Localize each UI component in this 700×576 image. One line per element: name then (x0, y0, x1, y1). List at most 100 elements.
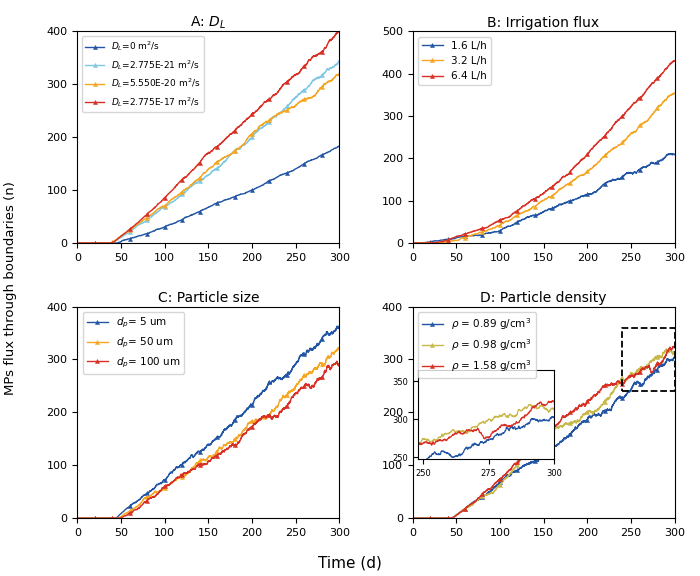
$D_L$=5.550E-20 m$^2$/s (330, 74, 338, 81)
$\rho$ = 0.98 g/cm$^3$ (454, 510, 462, 517)
$\rho$ = 0.98 g/cm$^3$ (671, 348, 679, 355)
6.4 L/h (438, 238, 447, 245)
$\rho$ = 0.89 g/cm$^3$ (671, 354, 679, 361)
$\rho$ = 1.58 g/cm$^3$ (520, 452, 528, 458)
$D_L$=2.775E-21 m$^2$/s (174, 194, 182, 201)
$D_L$=2.775E-21 m$^2$/s (185, 184, 193, 191)
6.4 L/h (671, 57, 679, 64)
$D_L$=0 m$^2$/s (118, 237, 127, 244)
Title: B: Irrigation flux: B: Irrigation flux (487, 16, 600, 30)
$D_L$=0 m$^2$/s (73, 240, 81, 247)
6.4 L/h (665, 62, 673, 69)
$d_p$= 50 um (185, 468, 193, 475)
6.4 L/h (454, 233, 462, 240)
$d_p$= 100 um (332, 358, 341, 365)
$D_L$=5.550E-20 m$^2$/s (103, 240, 111, 247)
$D_L$=2.775E-17 m$^2$/s (335, 26, 344, 33)
3.2 L/h (670, 89, 678, 96)
$d_p$= 100 um (302, 381, 310, 388)
Line: $d_p$= 50 um: $d_p$= 50 um (76, 346, 342, 520)
1.6 L/h (438, 237, 447, 244)
$d_p$= 100 um (174, 474, 182, 481)
$\rho$ = 1.58 g/cm$^3$ (454, 511, 462, 518)
$\rho$ = 0.98 g/cm$^3$ (408, 515, 416, 522)
$D_L$=0 m$^2$/s (330, 145, 338, 152)
1.6 L/h (408, 240, 416, 247)
$d_p$= 50 um (118, 512, 127, 519)
$D_L$=2.775E-17 m$^2$/s (73, 240, 81, 247)
Legend: $D_L$=0 m$^2$/s, $D_L$=2.775E-21 m$^2$/s, $D_L$=5.550E-20 m$^2$/s, $D_L$=2.775E-: $D_L$=0 m$^2$/s, $D_L$=2.775E-21 m$^2$/s… (82, 36, 204, 112)
$\rho$ = 0.98 g/cm$^3$ (509, 466, 517, 473)
$d_p$= 50 um (174, 475, 182, 482)
1.6 L/h (509, 222, 517, 229)
Text: Time (d): Time (d) (318, 555, 382, 570)
$D_L$=0 m$^2$/s (335, 143, 343, 150)
3.2 L/h (454, 237, 462, 244)
Legend: $d_p$= 5 um, $d_p$= 50 um, $d_p$= 100 um: $d_p$= 5 um, $d_p$= 50 um, $d_p$= 100 um (83, 312, 185, 374)
$d_p$= 5 um (302, 351, 310, 358)
3.2 L/h (509, 214, 517, 221)
Line: $D_L$=2.775E-17 m$^2$/s: $D_L$=2.775E-17 m$^2$/s (76, 28, 342, 245)
Legend: $\rho$ = 0.89 g/cm$^3$, $\rho$ = 0.98 g/cm$^3$, $\rho$ = 1.58 g/cm$^3$: $\rho$ = 0.89 g/cm$^3$, $\rho$ = 0.98 g/… (418, 312, 536, 378)
1.6 L/h (520, 215, 528, 222)
$\rho$ = 0.98 g/cm$^3$ (520, 452, 528, 458)
Line: $\rho$ = 0.98 g/cm$^3$: $\rho$ = 0.98 g/cm$^3$ (410, 347, 677, 520)
1.6 L/h (454, 234, 462, 241)
$\rho$ = 1.58 g/cm$^3$ (670, 343, 678, 350)
$D_L$=5.550E-20 m$^2$/s (335, 70, 343, 77)
Title: A: $D_L$: A: $D_L$ (190, 15, 226, 32)
$\rho$ = 0.89 g/cm$^3$ (509, 468, 517, 475)
Line: $d_p$= 5 um: $d_p$= 5 um (76, 324, 342, 520)
$D_L$=2.775E-21 m$^2$/s (302, 86, 310, 93)
$\rho$ = 1.58 g/cm$^3$ (408, 515, 416, 522)
$d_p$= 5 um (185, 454, 193, 461)
$d_p$= 50 um (103, 515, 111, 522)
6.4 L/h (520, 202, 528, 209)
$D_L$=2.775E-21 m$^2$/s (118, 233, 127, 240)
$D_L$=0 m$^2$/s (174, 218, 182, 225)
Line: $d_p$= 100 um: $d_p$= 100 um (76, 359, 342, 520)
$\rho$ = 0.89 g/cm$^3$ (454, 510, 462, 517)
$\rho$ = 0.89 g/cm$^3$ (637, 382, 645, 389)
$\rho$ = 0.98 g/cm$^3$ (662, 346, 671, 353)
1.6 L/h (666, 150, 675, 157)
3.2 L/h (520, 209, 528, 215)
$d_p$= 50 um (335, 345, 344, 352)
$\rho$ = 0.89 g/cm$^3$ (665, 358, 673, 365)
Line: $\rho$ = 0.89 g/cm$^3$: $\rho$ = 0.89 g/cm$^3$ (410, 355, 677, 520)
$D_L$=0 m$^2$/s (302, 159, 310, 166)
Text: MPs flux through boundaries (n): MPs flux through boundaries (n) (4, 181, 17, 395)
$\rho$ = 1.58 g/cm$^3$ (671, 344, 679, 351)
$\rho$ = 1.58 g/cm$^3$ (637, 366, 645, 373)
$\rho$ = 0.89 g/cm$^3$ (438, 515, 447, 522)
1.6 L/h (671, 151, 679, 158)
$D_L$=2.775E-17 m$^2$/s (330, 33, 338, 40)
$D_L$=5.550E-20 m$^2$/s (118, 231, 127, 238)
$D_L$=5.550E-20 m$^2$/s (185, 183, 193, 190)
3.2 L/h (438, 239, 447, 246)
$d_p$= 50 um (335, 344, 344, 351)
$d_p$= 100 um (118, 514, 127, 521)
Line: 6.4 L/h: 6.4 L/h (410, 59, 677, 245)
Line: $D_L$=0 m$^2$/s: $D_L$=0 m$^2$/s (76, 144, 342, 245)
Title: D: Particle density: D: Particle density (480, 291, 607, 305)
$d_p$= 100 um (330, 361, 338, 367)
$D_L$=2.775E-17 m$^2$/s (174, 180, 182, 187)
$D_L$=2.775E-21 m$^2$/s (335, 57, 344, 64)
$d_p$= 50 um (73, 515, 81, 522)
$D_L$=0 m$^2$/s (185, 213, 193, 219)
$D_L$=5.550E-20 m$^2$/s (174, 192, 182, 199)
3.2 L/h (408, 240, 416, 247)
6.4 L/h (637, 93, 645, 100)
$\rho$ = 0.98 g/cm$^3$ (665, 348, 673, 355)
$D_L$=2.775E-17 m$^2$/s (185, 170, 193, 177)
$D_L$=5.550E-20 m$^2$/s (335, 70, 344, 77)
3.2 L/h (637, 121, 645, 128)
$D_L$=2.775E-17 m$^2$/s (118, 232, 127, 238)
$D_L$=0 m$^2$/s (335, 143, 344, 150)
$d_p$= 50 um (302, 373, 310, 380)
$\rho$ = 1.58 g/cm$^3$ (509, 462, 517, 469)
$\rho$ = 0.98 g/cm$^3$ (637, 363, 645, 370)
$D_L$=5.550E-20 m$^2$/s (302, 96, 310, 103)
$\rho$ = 0.89 g/cm$^3$ (408, 515, 416, 522)
